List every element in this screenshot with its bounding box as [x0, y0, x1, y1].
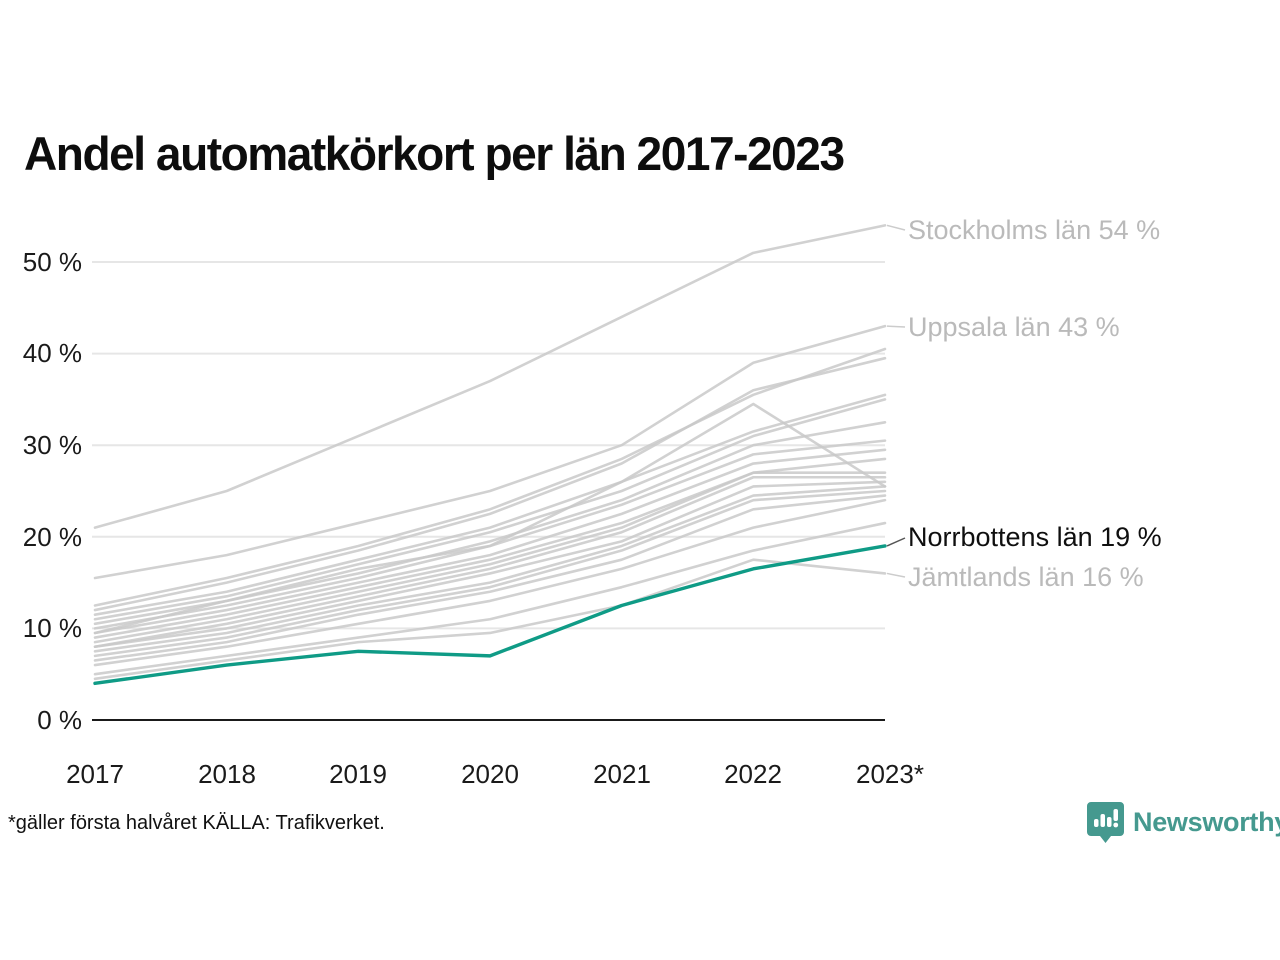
newsworthy-logo: Newsworthy	[1087, 800, 1280, 844]
y-tick-label-10: 10 %	[22, 613, 82, 643]
footnote: *gäller första halvåret KÄLLA: Trafikver…	[8, 812, 385, 834]
y-tick-label-40: 40 %	[22, 338, 82, 368]
series-end-label-stockholm: Stockholms län 54 %	[908, 215, 1161, 245]
y-tick-label-30: 30 %	[22, 430, 82, 460]
x-tick-label-2022: 2022	[724, 759, 782, 789]
series-end-label-norrbotten: Norrbottens län 19 %	[908, 522, 1162, 552]
x-tick-label-2020: 2020	[461, 759, 519, 789]
newsworthy-logo-text: Newsworthy	[1133, 806, 1280, 837]
series-end-label-uppsala: Uppsala län 43 %	[908, 312, 1120, 342]
x-tick-label-2018: 2018	[198, 759, 256, 789]
newsworthy-logo-icon	[1087, 802, 1124, 843]
x-tick-label-2023: 2023*	[856, 759, 924, 789]
x-tick-label-2017: 2017	[66, 759, 124, 789]
x-tick-label-2019: 2019	[329, 759, 387, 789]
x-tick-label-2021: 2021	[593, 759, 651, 789]
y-tick-label-50: 50 %	[22, 247, 82, 277]
y-tick-label-20: 20 %	[22, 522, 82, 552]
y-tick-label-0: 0 %	[37, 705, 82, 735]
series-end-label-jamtland: Jämtlands län 16 %	[908, 562, 1144, 592]
chart-title: Andel automatkörkort per län 2017-2023	[24, 127, 845, 180]
